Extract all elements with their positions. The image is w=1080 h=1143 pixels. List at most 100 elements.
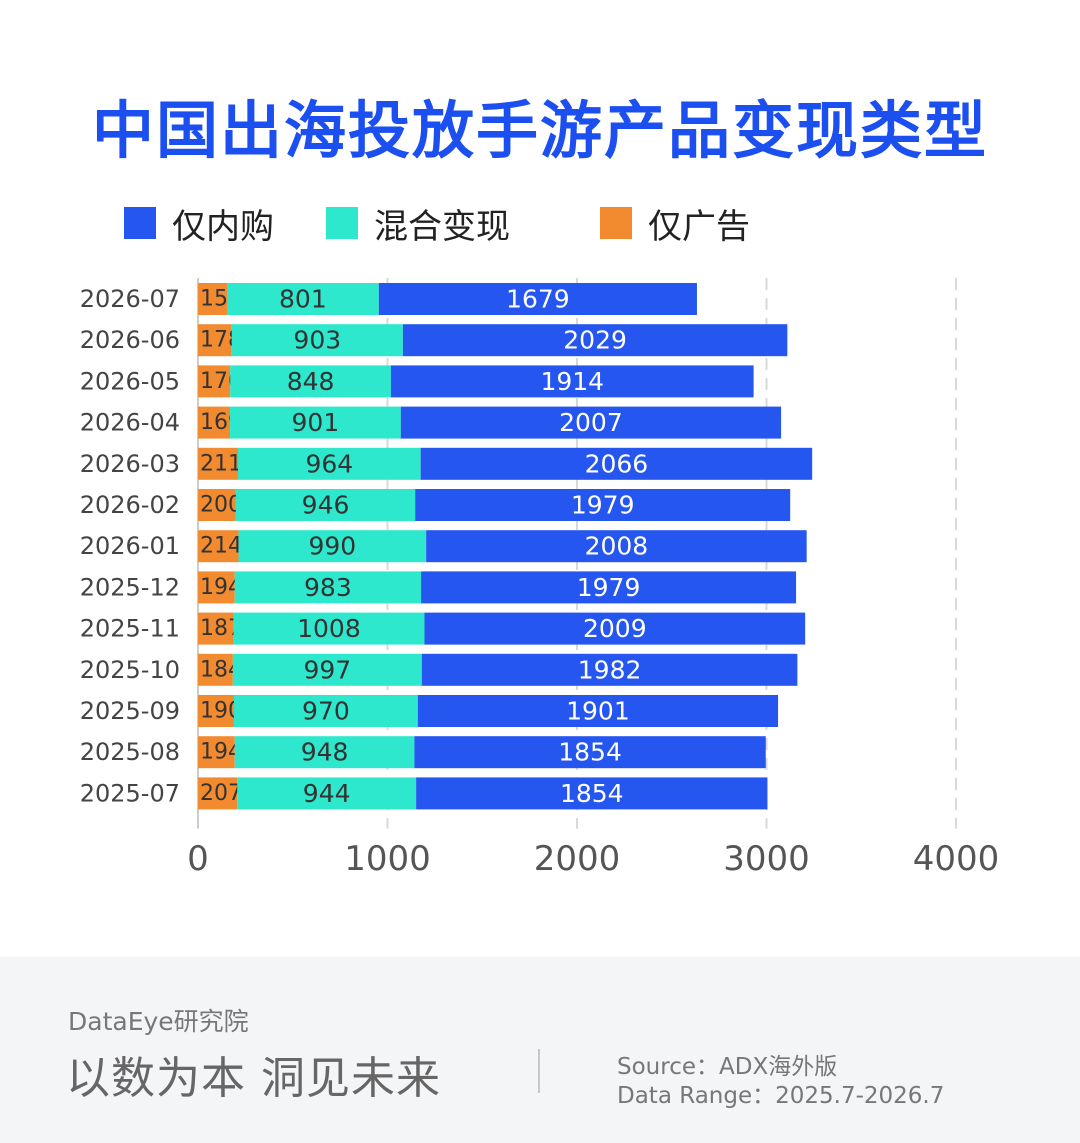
y-tick-label-9: 2025-10	[80, 656, 180, 684]
bar-混合变现-2026-04	[230, 406, 401, 439]
legend-item-ads: 仅广告	[600, 198, 750, 248]
bar-仅内购-2026-04	[400, 406, 782, 439]
bar-混合变现-2026-03	[237, 447, 421, 480]
bar-仅广告-2026-06	[198, 324, 232, 357]
bar-仅广告-2026-07	[198, 283, 227, 315]
x-tick-label-2: 2000	[534, 839, 621, 879]
data-label-混合变现-2026-01: 990	[308, 532, 356, 561]
legend-label-hybrid: 混合变现	[374, 206, 510, 247]
y-tick-label-1: 2026-06	[80, 326, 180, 354]
data-label-仅内购-2026-04: 2007	[559, 408, 623, 437]
data-label-仅内购-2025-09: 1901	[566, 697, 630, 726]
bar-仅内购-2025-11	[424, 612, 806, 645]
y-tick-label-4: 2026-03	[80, 450, 180, 478]
data-label-仅内购-2026-05: 1914	[540, 367, 604, 396]
bar-仅广告-2025-09	[198, 695, 235, 727]
bar-仅广告-2026-02	[198, 489, 236, 521]
data-label-混合变现-2026-07: 801	[279, 285, 327, 314]
data-label-仅广告-2026-02: 200	[200, 493, 242, 518]
bar-混合变现-2026-02	[235, 489, 416, 521]
data-label-仅广告-2026-01: 214	[200, 534, 242, 559]
data-label-仅内购-2026-01: 2008	[585, 532, 649, 561]
bar-仅广告-2026-01	[198, 530, 239, 563]
data-label-混合变现-2025-12: 983	[304, 573, 352, 602]
bar-混合变现-2025-11	[233, 612, 425, 645]
bar-混合变现-2026-05	[230, 365, 391, 398]
slogan: 以数为本 洞见未来	[66, 1053, 441, 1104]
bar-仅内购-2026-01	[426, 530, 807, 563]
data-label-仅内购-2025-07: 1854	[560, 779, 624, 808]
data-label-混合变现-2026-06: 903	[293, 326, 341, 355]
data-label-混合变现-2026-05: 848	[287, 367, 335, 396]
y-tick-label-0: 2026-07	[80, 285, 180, 313]
y-tick-label-10: 2025-09	[80, 697, 180, 725]
bar-仅广告-2025-12	[198, 571, 235, 604]
y-tick-label-8: 2025-11	[80, 615, 180, 643]
brand-name: DataEye研究院	[68, 1007, 249, 1036]
legend: 仅内购 混合变现 仅广告	[0, 198, 1080, 248]
data-label-仅内购-2026-06: 2029	[563, 326, 627, 355]
legend-item-iap: 仅内购	[124, 198, 274, 248]
bar-仅广告-2026-05	[198, 365, 231, 398]
data-label-混合变现-2026-04: 901	[292, 408, 340, 437]
legend-label-ads: 仅广告	[648, 206, 750, 247]
bar-仅内购-2026-07	[378, 283, 697, 315]
data-label-混合变现-2025-07: 944	[303, 779, 351, 808]
y-tick-label-3: 2026-04	[80, 409, 180, 437]
bar-混合变现-2025-12	[234, 571, 422, 604]
y-tick-label-7: 2025-12	[80, 573, 180, 601]
data-label-混合变现-2026-03: 964	[305, 449, 353, 478]
data-label-仅广告-2026-03: 211	[200, 451, 242, 476]
legend-label-iap: 仅内购	[172, 206, 274, 247]
data-label-混合变现-2025-08: 948	[301, 738, 349, 767]
bar-混合变现-2026-06	[231, 324, 403, 357]
legend-item-hybrid: 混合变现	[326, 198, 510, 248]
data-label-仅内购-2025-12: 1979	[577, 573, 641, 602]
x-tick-label-3: 3000	[723, 839, 810, 879]
bar-仅广告-2026-04	[198, 406, 231, 439]
y-tick-label-12: 2025-07	[80, 779, 180, 807]
bar-混合变现-2026-01	[238, 530, 427, 563]
bar-仅内购-2026-02	[415, 489, 791, 521]
bar-仅内购-2025-08	[414, 736, 766, 769]
bar-仅内购-2025-07	[416, 777, 768, 810]
x-tick-label-4: 4000	[913, 839, 1000, 879]
legend-swatch-ads	[600, 207, 632, 239]
bar-仅内购-2025-12	[421, 571, 797, 604]
data-label-仅广告-2025-07: 207	[200, 781, 242, 806]
data-label-混合变现-2025-09: 970	[302, 697, 350, 726]
bar-仅广告-2025-10	[198, 653, 233, 686]
bar-仅广告-2026-03	[198, 447, 238, 480]
bar-仅广告-2025-11	[198, 612, 234, 645]
x-tick-label-1: 1000	[344, 839, 431, 879]
chart-title: 中国出海投放手游产品变现类型	[91, 94, 988, 167]
bar-混合变现-2025-07	[237, 777, 417, 810]
bar-仅内购-2025-10	[421, 653, 798, 686]
legend-swatch-iap	[124, 207, 156, 239]
bar-混合变现-2026-07	[226, 283, 379, 315]
y-tick-label-6: 2026-01	[80, 532, 180, 560]
bar-仅内购-2025-09	[417, 695, 779, 727]
data-label-仅内购-2026-07: 1679	[506, 285, 570, 314]
bar-仅广告-2025-07	[198, 777, 238, 810]
data-label-仅内购-2025-11: 2009	[583, 614, 647, 643]
bar-仅内购-2026-06	[402, 324, 788, 357]
y-tick-label-5: 2026-02	[80, 491, 180, 519]
x-tick-label-0: 0	[187, 839, 209, 879]
data-label-混合变现-2026-02: 946	[302, 491, 350, 520]
bar-混合变现-2025-10	[232, 653, 422, 686]
bar-仅广告-2025-08	[198, 736, 235, 769]
bar-混合变现-2025-08	[234, 736, 415, 769]
bar-仅内购-2026-05	[390, 365, 754, 398]
data-label-仅内购-2025-08: 1854	[558, 738, 622, 767]
data-label-仅内购-2025-10: 1982	[578, 655, 642, 684]
footer: DataEye研究院 以数为本 洞见未来 Source：ADX海外版 Data …	[0, 957, 1080, 1143]
bar-混合变现-2025-09	[234, 695, 418, 727]
footer-divider	[538, 1049, 540, 1093]
source-text: Source：ADX海外版	[617, 1054, 838, 1080]
data-label-混合变现-2025-11: 1008	[297, 614, 361, 643]
data-label-混合变现-2025-10: 997	[303, 655, 351, 684]
bar-仅内购-2026-03	[420, 447, 813, 480]
y-tick-label-11: 2025-08	[80, 738, 180, 766]
